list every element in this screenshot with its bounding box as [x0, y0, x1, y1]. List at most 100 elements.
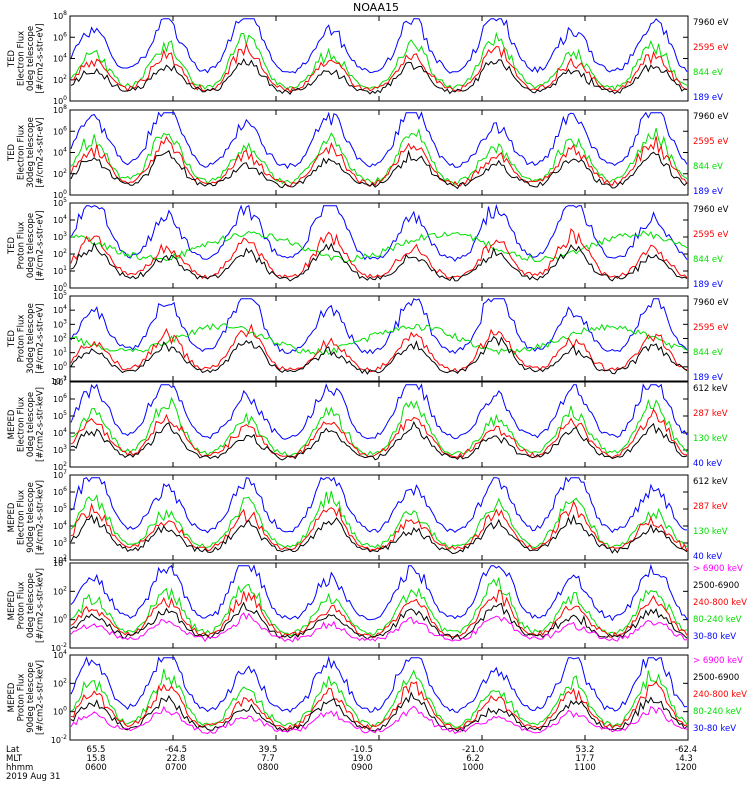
footer-value: -62.4 — [675, 745, 697, 755]
panel-frame — [69, 15, 689, 102]
footer-value: 19.0 — [353, 754, 372, 764]
y-tick-label: 104 — [53, 520, 67, 531]
y-tick-label: 102 — [53, 168, 67, 179]
series-line-black — [70, 691, 688, 733]
y-tick-label: 104 — [53, 427, 67, 438]
footer-value: 0900 — [351, 763, 373, 773]
y-tick-label: 104 — [53, 147, 67, 158]
footer-value: 0600 — [85, 763, 107, 773]
panel-3: 100 101 102 103 104 105 TEDProton Flux0deg tel… — [7, 197, 729, 293]
legend-entry: 80-240 keV — [693, 615, 742, 625]
y-tick-label: 10-1 — [51, 375, 67, 386]
footer-value: 17.7 — [576, 754, 595, 764]
y-tick-label: 10-2 — [51, 642, 67, 653]
footer-row-label: Lat — [6, 745, 20, 755]
y-tick-label: 100 — [53, 706, 67, 717]
y-tick-label: 102 — [53, 248, 67, 259]
legend-entry: 612 keV — [693, 384, 728, 394]
footer-value: 65.5 — [87, 745, 106, 755]
series-line-red — [70, 500, 688, 552]
legend-entry: 189 eV — [693, 187, 723, 197]
footer-group: Lat 65.5 -64.5 39.5 -10.5 -21.0 53.2 -62.4 MLT 15… — [6, 745, 697, 782]
footer-value: 6.2 — [466, 754, 480, 764]
series-line-black — [70, 149, 688, 190]
series-line-black — [70, 420, 688, 461]
y-tick-label: 104 — [53, 214, 67, 225]
legend-entry: 7960 eV — [693, 298, 729, 308]
y-tick-label: 101 — [53, 347, 67, 358]
legend-entry: 2595 eV — [693, 230, 729, 240]
legend-entry: 7960 eV — [693, 18, 729, 28]
y-tick-label: 100 — [53, 614, 67, 625]
footer-value: -64.5 — [165, 745, 187, 755]
legend-entry: 287 keV — [693, 409, 728, 419]
y-tick-label: 108 — [53, 104, 67, 115]
series-line-black — [70, 241, 688, 282]
y-tick-label: 100 — [53, 361, 67, 372]
y-tick-label: 104 — [53, 557, 67, 568]
legend-entry: 40 keV — [693, 552, 722, 562]
legend-entry: 30-80 keV — [693, 632, 736, 642]
series-line-blue — [70, 383, 688, 440]
footer-value: 1100 — [574, 763, 596, 773]
series-line-blue — [70, 298, 688, 355]
legend-entry: 2595 eV — [693, 323, 729, 333]
y-tick-label: 100 — [53, 282, 67, 293]
y-tick-label: 102 — [53, 333, 67, 344]
y-tick-label: 102 — [53, 74, 67, 85]
panel-y-label: TEDElectron Flux0deg telescope[#/cm2-s-s… — [7, 23, 46, 93]
panel-8: 10-2 100 102 104 MEPEDProton Flux90deg teles… — [7, 649, 747, 745]
legend-entry: 2595 eV — [693, 43, 729, 53]
legend-entry: 287 keV — [693, 502, 728, 512]
series-line-red — [70, 42, 688, 93]
y-tick-label: 100 — [53, 95, 67, 106]
y-tick-label: 104 — [53, 649, 67, 660]
y-tick-label: 104 — [53, 53, 67, 64]
legend-entry: 2500-6900 — [693, 581, 739, 591]
series-line-black — [70, 601, 688, 641]
y-tick-label: 102 — [53, 461, 67, 472]
y-tick-label: 105 — [53, 410, 67, 421]
legend-entry: 2500-6900 — [693, 673, 739, 683]
y-tick-label: 106 — [53, 486, 67, 497]
y-tick-label: 102 — [53, 677, 67, 688]
footer-value: 1200 — [675, 763, 697, 773]
series-line-red — [70, 323, 688, 373]
footer-row-label: hhmm — [6, 763, 33, 773]
panel-y-label: MEPEDProton Flux0deg telescope[#/cm2-s-s… — [7, 568, 46, 643]
legend-entry: 844 eV — [693, 255, 723, 265]
legend-entry: > 6900 keV — [693, 564, 743, 574]
series-line-red — [70, 680, 688, 731]
footer-value: 39.5 — [259, 745, 278, 755]
series-line-blue — [70, 203, 688, 262]
panel-y-label: MEPEDElectron Flux0deg telescope[#/cm2-s… — [7, 387, 46, 462]
legend-entry: 7960 eV — [693, 205, 729, 215]
legend-entry: 189 eV — [693, 373, 723, 383]
footer-value: 22.8 — [167, 754, 186, 764]
figure-title: NOAA15 — [353, 1, 399, 14]
y-tick-label: 102 — [53, 554, 67, 565]
legend-entry: 240-800 keV — [693, 598, 747, 608]
y-tick-label: 102 — [53, 585, 67, 596]
panel-6: 102 103 104 105 106 107 MEPEDElectron Flux90de… — [7, 469, 728, 565]
y-tick-label: 103 — [53, 318, 67, 329]
legend-entry: 130 keV — [693, 434, 728, 444]
legend-entry: 240-800 keV — [693, 690, 747, 700]
y-tick-label: 108 — [53, 10, 67, 21]
panel-5: 102 103 104 105 106 107 MEPEDElectron Flux0deg… — [7, 376, 728, 472]
series-line-black — [70, 513, 688, 555]
panel-y-label: MEPEDElectron Flux90deg telescope[#/cm2-… — [7, 480, 46, 555]
panel-y-label: TEDElectron Flux30deg telescope[#/cm2-s-… — [7, 117, 46, 188]
y-tick-label: 107 — [53, 469, 67, 480]
series-line-blue — [70, 111, 688, 170]
series-line-red — [70, 227, 688, 280]
y-tick-label: 103 — [53, 444, 67, 455]
y-tick-label: 103 — [53, 537, 67, 548]
y-tick-label: 106 — [53, 393, 67, 404]
y-tick-label: 101 — [53, 265, 67, 276]
panel-frame — [69, 109, 689, 196]
footer-date: 2019 Aug 31 — [6, 772, 60, 782]
panel-frame — [69, 654, 689, 741]
legend-entry: > 6900 keV — [693, 656, 743, 666]
